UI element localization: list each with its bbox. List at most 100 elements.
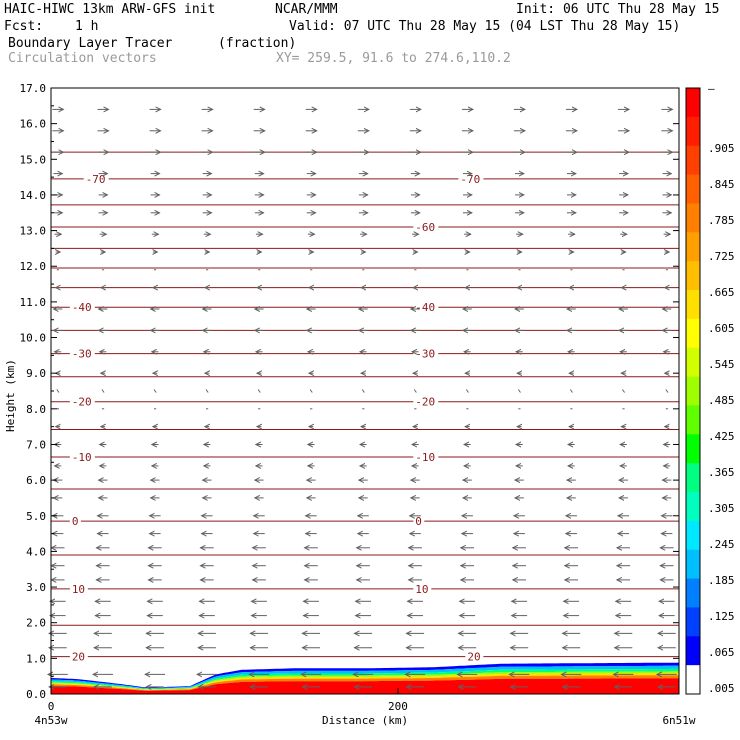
- contour-label-bg: [69, 650, 88, 662]
- contour-label: -60: [415, 221, 435, 234]
- colorbar-swatch: [686, 665, 700, 695]
- y-tick-label: 8.0: [26, 403, 46, 416]
- colorbar-label: .545: [708, 358, 735, 371]
- y-tick-label: 15.0: [20, 153, 47, 166]
- contour-label-bg: [69, 301, 95, 313]
- colorbar-label: .845: [708, 178, 735, 191]
- tracer-band: [51, 678, 679, 694]
- contour-label-bg: [465, 650, 484, 662]
- colorbar-label: .905: [708, 142, 735, 155]
- colorbar-label: .005: [708, 682, 735, 695]
- y-tick-label: 13.0: [20, 225, 47, 238]
- colorbar-swatch: [686, 203, 700, 233]
- contour-label: 0: [415, 515, 422, 528]
- wind-vector: [361, 389, 365, 393]
- y-tick-label: 14.0: [20, 189, 47, 202]
- contour-label-bg: [413, 582, 432, 594]
- x-endpoint-right: 6n51w: [662, 714, 695, 727]
- contour-label-bg: [413, 515, 425, 527]
- y-tick-label: 6.0: [26, 474, 46, 487]
- contour-label-bg: [413, 301, 439, 313]
- center-label: NCAR/MMM: [275, 2, 338, 17]
- colorbar-swatch: [686, 318, 700, 349]
- y-tick-label: 3.0: [26, 581, 46, 594]
- contour-label-bg: [69, 347, 95, 359]
- y-tick-label: 11.0: [20, 296, 47, 309]
- contour-label-bg: [69, 450, 95, 462]
- xy-range: XY= 259.5, 91.6 to 274.6,110.2: [276, 51, 511, 66]
- y-tick-label: 7.0: [26, 438, 46, 451]
- contour-label: -30: [415, 348, 435, 361]
- colorbar-label: .785: [708, 214, 735, 227]
- colorbar-swatch: [686, 520, 700, 551]
- vector-label: Circulation vectors: [8, 51, 157, 66]
- contour-label-bg: [69, 395, 95, 407]
- contour-label: -70: [460, 173, 480, 186]
- contour-label-bg: [413, 347, 439, 359]
- contour-label-bg: [458, 172, 484, 184]
- wind-vector: [665, 389, 669, 393]
- colorbar-swatch: [686, 232, 700, 262]
- colorbar-swatch: [686, 145, 700, 176]
- x-tick-label: 0: [48, 700, 55, 713]
- colorbar-swatch: [686, 549, 700, 580]
- y-tick-label: 0.0: [26, 688, 46, 701]
- y-axis: 0.0 1.0 2.0 3.0 4.0 5.0 6.0 7.0 8.0 9.0 10.0 11.0 12…: [20, 82, 679, 701]
- contour-label-bg: [413, 221, 439, 233]
- tracer-band: [51, 665, 679, 689]
- colorbar-swatch: [686, 463, 700, 493]
- contour-label: -40: [72, 301, 92, 314]
- y-tick-label: 10.0: [20, 332, 47, 345]
- colorbar-label: .125: [708, 610, 735, 623]
- colorbar-swatch: [686, 290, 700, 320]
- contour-label: -20: [72, 396, 92, 409]
- colorbar-label: .065: [708, 646, 735, 659]
- colorbar-label: .665: [708, 286, 735, 299]
- fcst-value: 1 h: [75, 19, 98, 34]
- contour-label: 0: [72, 515, 79, 528]
- wind-vector: [56, 389, 60, 393]
- contour-label: 20: [72, 651, 85, 664]
- wind-vector: [101, 389, 105, 393]
- y-axis-label: Height (km): [4, 359, 17, 432]
- wind-vector: [569, 389, 573, 393]
- y-tick-label: 2.0: [26, 617, 46, 630]
- y-tick-label: 1.0: [26, 652, 46, 665]
- colorbar-label: .605: [708, 322, 735, 335]
- colorbar-label: –: [708, 82, 715, 95]
- colorbar-swatch: [686, 261, 700, 291]
- contour-label: 20: [467, 651, 480, 664]
- wind-vector: [465, 389, 469, 393]
- wind-vector: [257, 389, 261, 393]
- wind-vector: [153, 389, 157, 393]
- colorbar-swatch: [686, 492, 700, 522]
- colorbar-swatch: [686, 405, 700, 435]
- x-axis: 0 200 4n53w 6n51w: [34, 688, 696, 727]
- x-endpoint-left: 4n53w: [34, 714, 67, 727]
- colorbar-swatch: [686, 607, 700, 637]
- x-tick-label: 200: [388, 700, 408, 713]
- contour-label: -10: [72, 451, 92, 464]
- y-tick-label: 12.0: [20, 260, 47, 273]
- tracer-band: [51, 668, 679, 690]
- colorbar-swatch: [686, 636, 700, 666]
- y-tick-label: 16.0: [20, 118, 47, 131]
- contour-label-bg: [413, 450, 439, 462]
- colorbar-frame: [685, 87, 701, 695]
- wind-vector: [621, 389, 626, 393]
- colorbar: – .905 .845 .785 .725 .665 .605 .545 .485 .425 .36…: [685, 82, 735, 695]
- wind-vector: [309, 389, 313, 393]
- y-tick-label: 17.0: [20, 82, 47, 95]
- colorbar-swatch: [686, 578, 700, 608]
- contour-label-bg: [413, 395, 439, 407]
- colorbar-swatch: [686, 174, 700, 204]
- contour-label: -20: [415, 396, 435, 409]
- contour-label-bg: [69, 582, 88, 594]
- valid-time: Valid: 07 UTC Thu 28 May 15 (04 LST Thu …: [289, 19, 680, 34]
- contour-label: -70: [86, 173, 106, 186]
- y-tick-label: 9.0: [26, 367, 46, 380]
- colorbar-label: .185: [708, 574, 735, 587]
- wind-vector: [517, 389, 521, 393]
- contour-label: -10: [415, 451, 435, 464]
